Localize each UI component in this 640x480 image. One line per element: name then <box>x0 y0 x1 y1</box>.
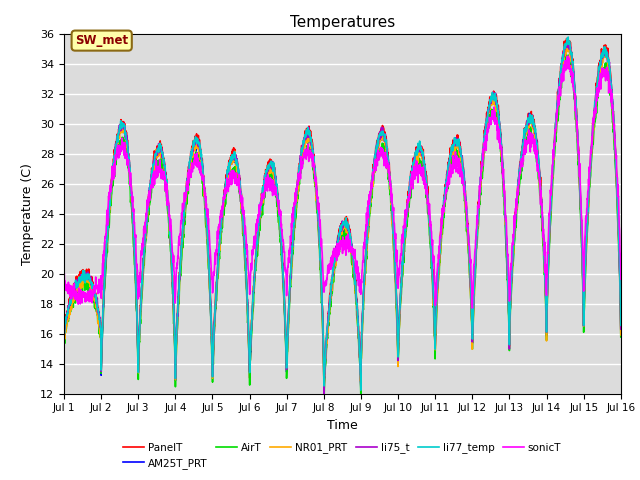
li77_temp <box>584 205 591 211</box>
li77_temp <box>216 243 223 249</box>
PanelT <box>371 154 379 159</box>
sonicT <box>371 164 378 170</box>
AM25T_PRT <box>584 216 591 221</box>
li77_temp <box>371 153 379 158</box>
li77_temp <box>617 323 625 328</box>
AirT <box>60 342 68 348</box>
li75_t <box>320 392 328 397</box>
AirT <box>359 316 367 322</box>
PanelT <box>359 309 367 315</box>
PanelT <box>60 325 68 331</box>
li77_temp <box>564 34 572 40</box>
AM25T_PRT <box>216 247 223 253</box>
li75_t <box>504 296 512 302</box>
PanelT <box>568 49 576 55</box>
sonicT <box>468 305 476 311</box>
AirT <box>371 169 379 175</box>
Line: AirT: AirT <box>64 55 621 397</box>
AM25T_PRT <box>320 389 328 395</box>
PanelT <box>584 209 591 215</box>
AM25T_PRT <box>359 311 367 316</box>
AirT <box>357 395 365 400</box>
AirT <box>504 309 512 315</box>
NR01_PRT <box>359 317 367 323</box>
sonicT <box>216 223 223 229</box>
Title: Temperatures: Temperatures <box>290 15 395 30</box>
PanelT <box>216 248 223 253</box>
PanelT <box>357 383 365 389</box>
NR01_PRT <box>371 157 379 163</box>
AM25T_PRT <box>60 333 68 339</box>
li77_temp <box>359 310 367 315</box>
PanelT <box>617 326 625 332</box>
li75_t <box>60 334 68 340</box>
sonicT <box>568 69 576 75</box>
PanelT <box>563 36 570 41</box>
AirT <box>617 334 625 340</box>
li77_temp <box>568 57 576 62</box>
AirT <box>568 73 576 79</box>
li75_t <box>359 309 367 314</box>
X-axis label: Time: Time <box>327 419 358 432</box>
Line: NR01_PRT: NR01_PRT <box>64 45 621 398</box>
li75_t <box>568 56 576 62</box>
NR01_PRT <box>216 242 223 248</box>
NR01_PRT <box>568 59 576 64</box>
AirT <box>563 52 570 58</box>
li75_t <box>564 38 572 44</box>
AirT <box>216 253 223 259</box>
Line: PanelT: PanelT <box>64 38 621 386</box>
NR01_PRT <box>617 332 625 338</box>
Line: sonicT: sonicT <box>64 56 621 308</box>
li77_temp <box>60 333 68 338</box>
NR01_PRT <box>320 395 328 401</box>
sonicT <box>504 267 512 273</box>
PanelT <box>504 293 512 299</box>
NR01_PRT <box>504 294 512 300</box>
Line: AM25T_PRT: AM25T_PRT <box>64 43 621 392</box>
AM25T_PRT <box>568 64 576 70</box>
li75_t <box>371 158 379 164</box>
li75_t <box>216 243 223 249</box>
sonicT <box>358 267 366 273</box>
NR01_PRT <box>564 42 572 48</box>
li77_temp <box>357 387 365 393</box>
Line: li75_t: li75_t <box>64 41 621 395</box>
Legend: PanelT, AM25T_PRT, AirT, NR01_PRT, li75_t, li77_temp, sonicT: PanelT, AM25T_PRT, AirT, NR01_PRT, li75_… <box>119 438 566 473</box>
AM25T_PRT <box>563 40 571 46</box>
AM25T_PRT <box>617 325 625 331</box>
Line: li77_temp: li77_temp <box>64 37 621 390</box>
sonicT <box>564 53 572 59</box>
AirT <box>584 224 591 229</box>
NR01_PRT <box>584 218 591 224</box>
sonicT <box>617 276 625 282</box>
li75_t <box>617 326 625 332</box>
AM25T_PRT <box>504 296 512 302</box>
sonicT <box>60 280 68 286</box>
li75_t <box>584 212 591 217</box>
Text: SW_met: SW_met <box>75 34 128 47</box>
Y-axis label: Temperature (C): Temperature (C) <box>22 163 35 264</box>
NR01_PRT <box>60 342 68 348</box>
li77_temp <box>504 295 512 300</box>
sonicT <box>584 197 591 203</box>
AM25T_PRT <box>371 156 379 162</box>
